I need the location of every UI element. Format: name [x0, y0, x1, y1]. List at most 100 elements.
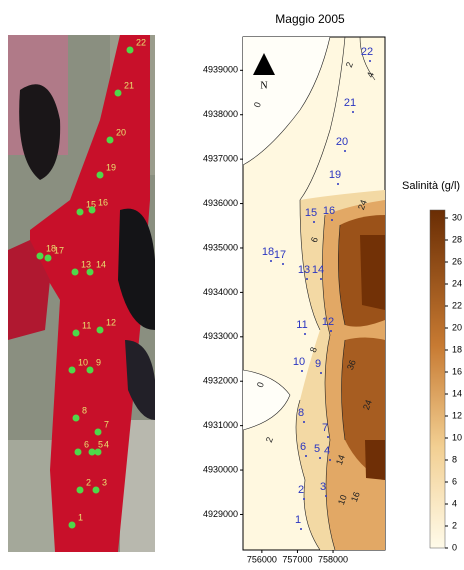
image-station-label: 18 — [46, 243, 56, 253]
image-station-dot — [45, 255, 52, 262]
station-label: 4 — [324, 445, 330, 457]
station-label: 8 — [298, 407, 304, 419]
station-dot — [329, 459, 331, 461]
y-tick-label: 4939000 — [203, 65, 238, 75]
station-label: 1 — [295, 514, 301, 526]
image-station-dot — [75, 449, 82, 456]
station-dot — [300, 528, 302, 530]
station-dot — [303, 421, 305, 423]
station-dot — [320, 372, 322, 374]
x-tick-label: 757000 — [282, 554, 312, 564]
station-label: 18 — [262, 246, 274, 258]
station-dot — [319, 457, 321, 459]
colorbar-tick-label: 22 — [452, 300, 462, 310]
salinity-map — [243, 37, 385, 550]
image-station-label: 22 — [136, 37, 146, 47]
x-tick-label: 756000 — [247, 554, 277, 564]
image-station-dot — [127, 47, 134, 54]
image-station-label: 9 — [96, 357, 101, 367]
image-station-dot — [77, 209, 84, 216]
image-station-label: 14 — [96, 259, 106, 269]
figure: 12345678910111213141516171819202122 Magg… — [0, 0, 464, 565]
colorbar-tick-label: 18 — [452, 344, 462, 354]
colorbar-tick-label: 26 — [452, 256, 462, 266]
image-station-dot — [89, 449, 96, 456]
image-station-dot — [89, 207, 96, 214]
station-dot — [301, 370, 303, 372]
station-dot — [344, 150, 346, 152]
y-tick-label: 4936000 — [203, 198, 238, 208]
image-station-dot — [95, 449, 102, 456]
station-label: 17 — [274, 249, 286, 261]
station-dot — [313, 221, 315, 223]
image-station-label: 5 — [98, 439, 103, 449]
station-dot — [305, 455, 307, 457]
image-station-dot — [97, 172, 104, 179]
station-label: 13 — [298, 264, 310, 276]
y-tick-label: 4930000 — [203, 464, 238, 474]
station-dot — [320, 278, 322, 280]
station-label: 9 — [315, 358, 321, 370]
station-dot — [337, 183, 339, 185]
y-tick-label: 4932000 — [203, 376, 238, 386]
colorbar-tick-label: 4 — [452, 498, 457, 508]
station-label: 20 — [336, 136, 348, 148]
colorbar-tick-label: 16 — [452, 366, 462, 376]
station-label: 22 — [361, 46, 373, 58]
satellite-image — [8, 35, 155, 552]
station-dot — [352, 111, 354, 113]
colorbar-tick-label: 2 — [452, 520, 457, 530]
station-label: 2 — [298, 484, 304, 496]
image-station-label: 10 — [78, 357, 88, 367]
image-station-dot — [37, 253, 44, 260]
station-label: 15 — [305, 207, 317, 219]
station-dot — [303, 498, 305, 500]
image-station-label: 3 — [102, 477, 107, 487]
image-station-dot — [77, 487, 84, 494]
image-station-dot — [115, 90, 122, 97]
colorbar-tick-label: 10 — [452, 432, 462, 442]
image-station-dot — [107, 137, 114, 144]
y-tick-label: 4929000 — [203, 509, 238, 519]
station-label: 21 — [344, 97, 356, 109]
colorbar-tick-label: 0 — [452, 542, 457, 552]
map-title: Maggio 2005 — [275, 12, 345, 26]
image-station-label: 7 — [104, 419, 109, 429]
station-label: 5 — [314, 443, 320, 455]
image-station-dot — [87, 269, 94, 276]
y-tick-label: 4938000 — [203, 109, 238, 119]
station-label: 3 — [320, 481, 326, 493]
y-tick-label: 4933000 — [203, 331, 238, 341]
station-label: 11 — [296, 319, 307, 331]
station-dot — [325, 495, 327, 497]
station-dot — [327, 436, 329, 438]
image-station-dot — [69, 522, 76, 529]
station-label: 12 — [322, 316, 334, 328]
station-dot — [282, 263, 284, 265]
station-label: 16 — [323, 205, 335, 217]
image-station-label: 11 — [82, 320, 91, 330]
image-station-label: 20 — [116, 127, 126, 137]
image-station-dot — [97, 327, 104, 334]
image-station-label: 1 — [78, 512, 83, 522]
image-station-dot — [93, 487, 100, 494]
colorbar-tick-label: 24 — [452, 278, 462, 288]
colorbar-label: Salinità (g/l) — [402, 180, 460, 192]
station-dot — [304, 333, 306, 335]
station-dot — [306, 278, 308, 280]
image-station-label: 19 — [106, 162, 116, 172]
image-station-dot — [87, 367, 94, 374]
colorbar-tick-label: 6 — [452, 476, 457, 486]
colorbar-tick-label: 12 — [452, 410, 462, 420]
image-station-dot — [73, 415, 80, 422]
colorbar-tick-label: 20 — [452, 322, 462, 332]
station-label: 6 — [300, 441, 306, 453]
x-tick-label: 758000 — [318, 554, 348, 564]
station-dot — [270, 260, 272, 262]
station-label: 7 — [322, 422, 328, 434]
station-dot — [331, 219, 333, 221]
station-dot — [330, 330, 332, 332]
station-label: 14 — [312, 264, 324, 276]
image-station-dot — [73, 330, 80, 337]
north-label: N — [260, 80, 267, 91]
